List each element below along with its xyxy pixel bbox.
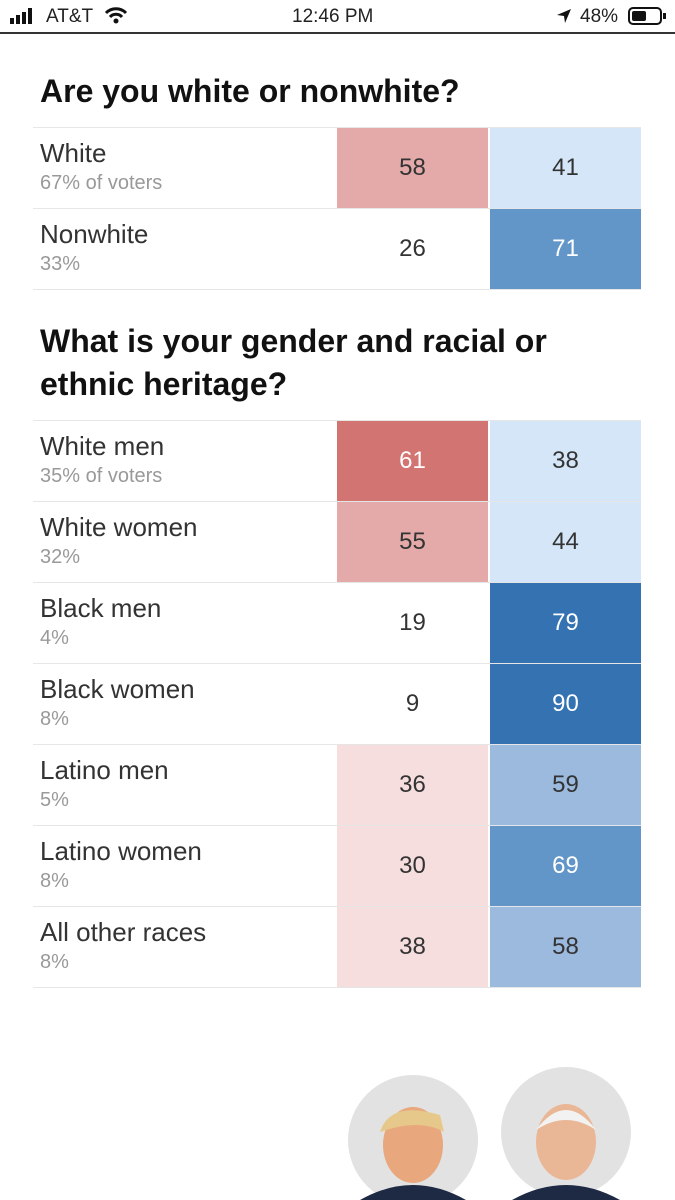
battery-icon [628, 7, 666, 25]
vote-cell: 44 [490, 502, 641, 582]
time: 12:46 PM [292, 6, 374, 27]
row-share: 33% [40, 253, 81, 275]
vote-cell: 30 [337, 826, 488, 906]
vote-cell: 36 [337, 745, 488, 825]
row-share: 67% of voters [40, 172, 163, 194]
row-label: Latino women [40, 836, 202, 866]
row-share: 32% [40, 546, 81, 568]
vote-cell: 38 [490, 421, 641, 501]
table-row: White 67% of voters 58 41 [33, 127, 641, 208]
table-row: Black women 8% 9 90 [33, 663, 641, 744]
vote-cell: 90 [490, 664, 641, 744]
table-row: Nonwhite 33% 26 71 [33, 208, 641, 290]
table-row: Latino men 5% 36 59 [33, 744, 641, 825]
table-row: Black men 4% 19 79 [33, 582, 641, 663]
vote-cell: 41 [490, 128, 641, 208]
section-title: Are you white or nonwhite? [40, 73, 460, 109]
vote-cell: 19 [337, 583, 488, 663]
vote-cell: 9 [337, 664, 488, 744]
vote-cell: 55 [337, 502, 488, 582]
row-share: 35% of voters [40, 465, 163, 487]
row-share: 8% [40, 951, 69, 973]
row-label: White men [40, 431, 165, 461]
carrier: AT&T [46, 6, 94, 27]
vote-cell: 61 [337, 421, 488, 501]
signal-icon [10, 8, 32, 24]
vote-cell: 59 [490, 745, 641, 825]
row-label: Black women [40, 674, 195, 704]
row-label: White women [40, 512, 198, 542]
row-share: 5% [40, 789, 69, 811]
row-share: 8% [40, 708, 69, 730]
table-row: Latino women 8% 30 69 [33, 825, 641, 906]
table-row: All other races 8% 38 58 [33, 906, 641, 988]
vote-cell: 38 [337, 907, 488, 987]
vote-cell: 69 [490, 826, 641, 906]
wifi-icon [104, 7, 128, 24]
candidate-photos [348, 1067, 631, 1200]
location-icon [557, 9, 571, 23]
section-title: What is your gender and racial or ethnic… [40, 323, 547, 402]
table-row: White women 32% 55 44 [33, 501, 641, 582]
row-label: White [40, 138, 107, 168]
vote-cell: 79 [490, 583, 641, 663]
battery-level: 48% [580, 6, 619, 27]
vote-cell: 58 [490, 907, 641, 987]
row-share: 4% [40, 627, 69, 649]
row-label: Nonwhite [40, 219, 149, 249]
row-label: Latino men [40, 755, 169, 785]
table-row: White men 35% of voters 61 38 [33, 420, 641, 501]
vote-cell: 58 [337, 128, 488, 208]
row-label: All other races [40, 917, 207, 947]
row-share: 8% [40, 870, 69, 892]
row-label: Black men [40, 593, 162, 623]
status-bar: AT&T 12:46 PM 48% [0, 0, 675, 34]
vote-cell: 71 [490, 209, 641, 289]
vote-cell: 26 [337, 209, 488, 289]
